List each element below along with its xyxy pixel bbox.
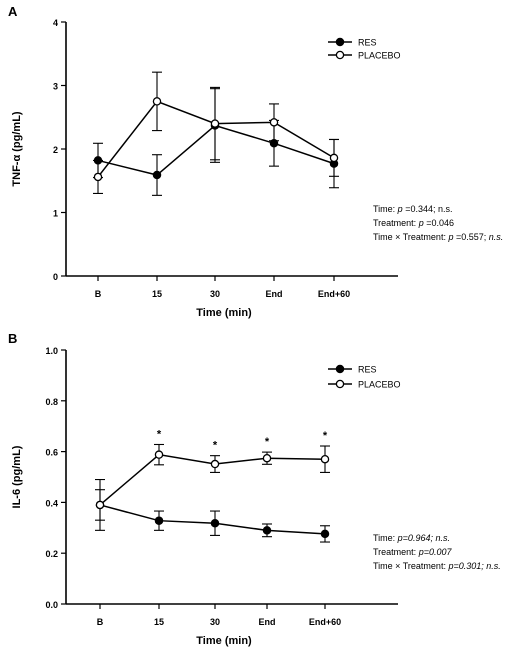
x-tick-label: End	[266, 289, 283, 299]
x-tick-label: B	[95, 289, 102, 299]
y-axis-title: TNF-α (pg/mL)	[11, 111, 23, 187]
stats-segment: Time:	[373, 204, 398, 214]
stats-segment: p	[447, 232, 453, 242]
data-point	[154, 450, 164, 459]
x-tick-label: 15	[154, 617, 164, 627]
data-point	[152, 170, 162, 180]
series-line	[97, 100, 335, 178]
data-point	[95, 500, 105, 510]
series-placebo	[95, 443, 330, 531]
x-axis-title: Time (min)	[196, 635, 252, 647]
x-tick-label: 30	[210, 289, 220, 299]
legend-item-res: RES	[328, 38, 377, 48]
y-tick-label: 0.4	[45, 498, 58, 508]
series-res	[93, 88, 339, 196]
legend-item-placebo: PLACEBO	[328, 51, 401, 61]
y-tick-label: 4	[53, 18, 58, 28]
x-tick-label: End+60	[309, 617, 341, 627]
stats-segment: n.s.	[489, 232, 504, 242]
data-point	[269, 118, 279, 127]
y-tick-label: 0.0	[45, 600, 58, 610]
stats-segment: p=0.301; n.s.	[447, 561, 500, 571]
stats-segment: Time × Treatment:	[373, 232, 448, 242]
stats-segment: Treatment:	[373, 547, 419, 557]
stats-line: Time × Treatment: p =0.557; n.s.	[373, 232, 503, 242]
data-point	[93, 172, 103, 182]
legend-item-res: RES	[328, 365, 377, 375]
y-tick-label: 1.0	[45, 346, 58, 356]
stats-line: Treatment: p=0.007	[373, 547, 452, 557]
legend-label: PLACEBO	[358, 380, 401, 390]
stats-line: Time: p=0.964; n.s.	[373, 533, 450, 543]
data-point	[210, 119, 220, 128]
stats-line: Treatment: p =0.046	[373, 218, 454, 228]
legend-marker	[335, 37, 345, 47]
stats-segment: p=0.964; n.s.	[397, 533, 450, 543]
panel-a: A 0 1 2 3 4 B 15 30 End End+60 Time (min) TNF-α (pg/…	[8, 4, 503, 319]
series-res	[95, 489, 330, 543]
series-line	[97, 124, 335, 176]
legend-label: PLACEBO	[358, 51, 401, 61]
legend-marker	[335, 379, 345, 389]
stats-segment: =0.344; n.s.	[403, 204, 453, 214]
legend-label: RES	[358, 38, 377, 48]
significance-marker: *	[157, 428, 162, 440]
significance-marker: *	[323, 430, 328, 442]
data-point	[262, 526, 272, 535]
stats-line: Time: p =0.344; n.s.	[373, 204, 452, 214]
x-axis-title: Time (min)	[196, 307, 252, 319]
x-tick-label: B	[97, 617, 104, 627]
stats-segment: Time:	[373, 533, 398, 543]
y-tick-label: 3	[53, 82, 58, 92]
data-point	[210, 459, 220, 469]
legend-item-placebo: PLACEBO	[328, 380, 401, 390]
panel-label: A	[8, 4, 18, 19]
data-point	[320, 529, 330, 539]
stats-segment: p=0.007	[418, 547, 453, 557]
data-point	[262, 453, 272, 463]
y-tick-label: 0	[53, 272, 58, 282]
significance-marker: *	[213, 440, 218, 452]
y-tick-label: 2	[53, 145, 58, 155]
data-point	[152, 97, 162, 106]
data-point	[320, 454, 330, 464]
panel-b: B 0.0 0.2 0.4 0.6 0.8 1.0 B 15 30 End End+60 Time (m…	[8, 331, 501, 647]
x-tick-label: End+60	[318, 289, 350, 299]
stats-segment: =0.557;	[453, 232, 488, 242]
panel-label: B	[8, 331, 17, 346]
x-tick-label: 30	[210, 617, 220, 627]
stats-segment: p	[418, 218, 424, 228]
significance-marker: *	[265, 436, 270, 448]
y-tick-label: 0.8	[45, 397, 58, 407]
y-axis-title: IL-6 (pg/mL)	[11, 445, 23, 508]
stats-segment: Treatment:	[373, 218, 419, 228]
stats-segment: p	[397, 204, 403, 214]
x-tick-label: 15	[152, 289, 162, 299]
data-point	[154, 516, 164, 525]
legend-marker	[335, 50, 345, 60]
legend-label: RES	[358, 365, 377, 375]
x-tick-label: End	[259, 617, 276, 627]
data-point	[210, 518, 220, 528]
y-tick-label: 0.2	[45, 549, 58, 559]
stats-segment: =0.046	[424, 218, 454, 228]
data-point	[329, 153, 339, 163]
series-line	[99, 504, 326, 535]
series-placebo	[93, 71, 339, 194]
y-tick-label: 0.6	[45, 448, 58, 458]
stats-segment: Time × Treatment:	[373, 561, 448, 571]
y-tick-label: 1	[53, 209, 58, 219]
stats-line: Time × Treatment: p=0.301; n.s.	[373, 561, 501, 571]
legend-marker	[335, 364, 345, 374]
